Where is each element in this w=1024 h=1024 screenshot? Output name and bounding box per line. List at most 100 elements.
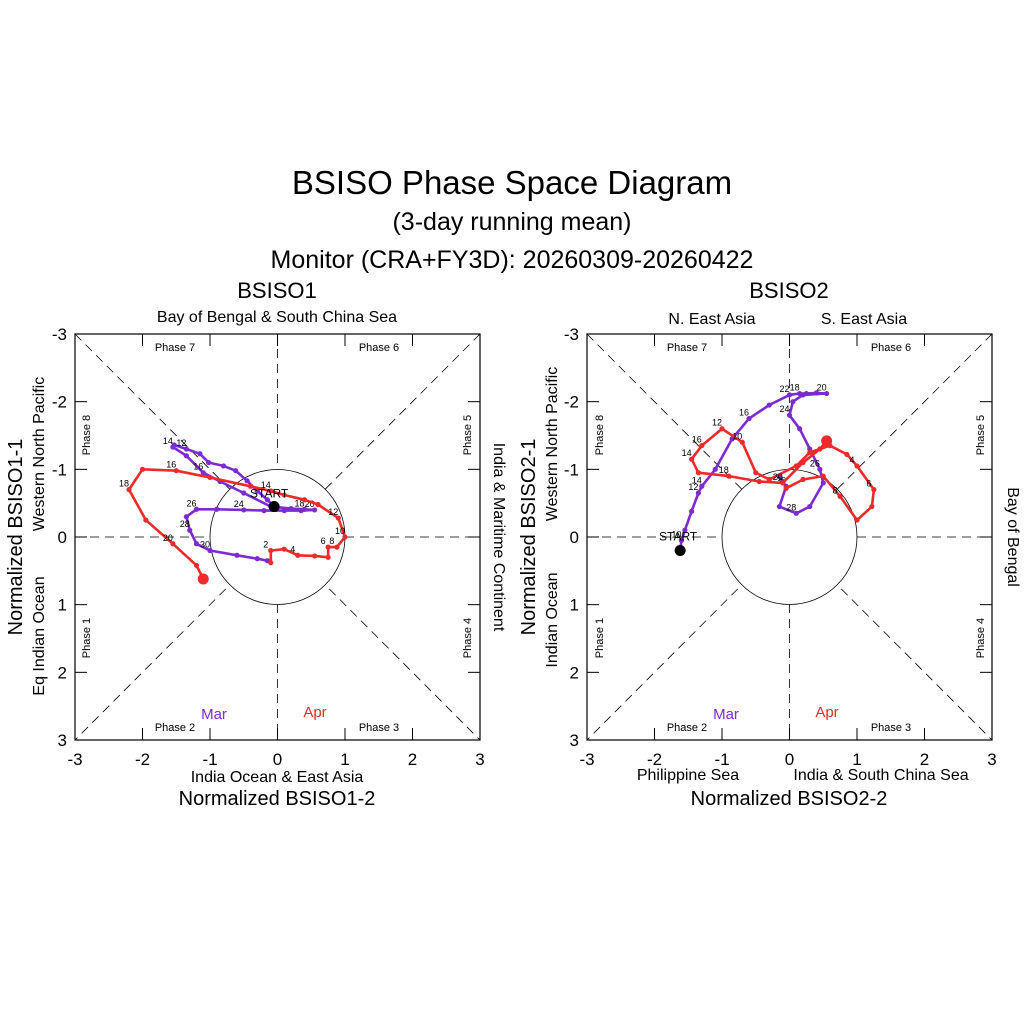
- panel1-point-mar: [254, 488, 260, 494]
- panel2-start-marker: [674, 545, 686, 557]
- panel2-day-label: 8: [833, 485, 838, 495]
- panel1-day-label: 28: [180, 519, 190, 529]
- panel2-point-mar: [695, 490, 701, 496]
- panel1-day-label: 2: [263, 540, 268, 550]
- panel2-region-bottom-right: India & South China Sea: [793, 767, 968, 784]
- panel1-point-apr: [312, 553, 318, 559]
- panel1-point-apr: [126, 487, 132, 493]
- panel1-day-label: 18: [294, 498, 304, 508]
- panel1-point-mar: [183, 446, 189, 452]
- panel2-xtick-label: 2: [920, 750, 929, 769]
- panel2-day-label: 20: [773, 472, 783, 482]
- panel2-ytick-label: -3: [564, 325, 579, 344]
- panel1-phase2-label: Phase 2: [155, 722, 195, 734]
- panel1-phase3-label: Phase 3: [359, 722, 399, 734]
- panel2-day-label: 18: [790, 383, 800, 393]
- panel2-point-apr: [800, 476, 806, 483]
- panel2-point-mar: [699, 483, 705, 489]
- panel1-ytick-label: -2: [52, 393, 67, 412]
- panel2-point-mar: [790, 399, 796, 405]
- panel2-point-apr: [756, 478, 762, 485]
- panel2-region-left2: Western North Pacific: [544, 367, 561, 521]
- panel1-point-apr: [143, 517, 149, 523]
- panel1-day-label: 6: [321, 536, 326, 546]
- panel1-ytick-label: 2: [58, 663, 67, 682]
- panel2-xlabel: Normalized BSISO2-2: [691, 788, 888, 810]
- panel1-day-label: 24: [234, 499, 244, 509]
- panel2-day-label: 6: [866, 479, 871, 489]
- panel1-phase1-label: Phase 1: [81, 618, 93, 658]
- panel2-day-label: 14: [682, 448, 692, 458]
- panel1-day-label: 4: [290, 544, 295, 554]
- bsiso2-panel: BSISO2 N. East Asia S. East Asia Philipp…: [518, 278, 1021, 810]
- panel1-phase8-label: Phase 8: [81, 415, 93, 455]
- panel1-point-apr: [315, 501, 321, 508]
- panel1-point-apr: [173, 468, 179, 474]
- panel2-point-apr: [871, 487, 877, 493]
- panel1-region-bottom: India Ocean & East Asia: [191, 769, 364, 786]
- panel1-day-label: 8: [329, 536, 334, 546]
- panel2-phase5-label: Phase 5: [975, 415, 987, 455]
- panel2-ytick-label: 2: [570, 663, 579, 682]
- panel1-xtick-label: 2: [408, 750, 417, 769]
- panel2-day-label: 22: [779, 384, 789, 394]
- panel2-point-apr: [793, 463, 799, 469]
- panel1-xtick-label: 0: [273, 750, 282, 769]
- panel1-day-label: 10: [335, 526, 345, 536]
- panel2-point-apr: [869, 503, 875, 510]
- panel2-day-label: 24: [779, 404, 789, 414]
- panel2-point-apr: [699, 443, 705, 449]
- panel1-phase6-label: Phase 6: [359, 342, 399, 354]
- panel2-end-marker: [821, 435, 833, 447]
- panel2-day-label: 10: [671, 529, 681, 539]
- panel2-point-apr: [719, 426, 725, 432]
- panel2-xtick-label: 3: [987, 750, 996, 769]
- panel2-month-apr: Apr: [815, 704, 838, 721]
- panel1-point-apr: [247, 483, 254, 489]
- panel1-day-label: 16: [166, 460, 176, 470]
- panel2-point-apr: [800, 459, 806, 466]
- panel2-point-apr: [695, 470, 701, 476]
- panel2-phase2-label: Phase 2: [667, 722, 707, 734]
- panel2-phase8-label: Phase 8: [594, 415, 606, 455]
- panel2-xtick-label: 1: [852, 750, 861, 769]
- panel2-xtick-label: -2: [647, 750, 662, 769]
- panel2-day-label: 4: [849, 455, 854, 465]
- panel1-point-mar: [254, 556, 260, 562]
- panel2-point-apr: [844, 451, 850, 458]
- panel1-xlabel: Normalized BSISO1-2: [179, 788, 376, 810]
- bsiso1-panel: BSISO1 Bay of Bengal & South China Sea I…: [5, 278, 507, 810]
- panel2-phase7-label: Phase 7: [667, 342, 707, 354]
- panel2-point-mar: [689, 508, 695, 514]
- panel1-point-apr: [268, 560, 274, 566]
- panel2-ytick-label: 3: [570, 731, 579, 750]
- panel1-point-mar: [312, 507, 318, 513]
- panel2-point-apr: [817, 446, 823, 452]
- panel2-phase1-label: Phase 1: [594, 618, 606, 658]
- panel2-region-left: Indian Ocean: [544, 572, 561, 667]
- panel2-phase-labels: Phase 7 Phase 6 Phase 2 Phase 3 Phase 8 …: [594, 342, 987, 734]
- panel2-point-apr: [753, 470, 759, 476]
- panel1-point-mar: [197, 451, 203, 457]
- panel1-start-label: START: [250, 487, 289, 501]
- panel1-ytick-label: -1: [52, 460, 67, 479]
- panel1-point-apr: [268, 488, 274, 494]
- panel1-day-label: 30: [200, 540, 210, 550]
- panel1-point-apr: [268, 547, 274, 554]
- panel1-point-apr: [281, 546, 287, 552]
- panel1-point-apr: [281, 492, 287, 498]
- panel2-day-label: 10: [732, 431, 742, 441]
- panel1-point-mar: [298, 508, 304, 514]
- panel2-point-apr: [854, 463, 860, 469]
- panel2-start-label: START: [659, 530, 698, 544]
- panel1-point-mar: [261, 508, 267, 514]
- panel2-day-label: 16: [692, 435, 702, 445]
- panel1-xtick-label: 3: [475, 750, 484, 769]
- panel1-point-mar: [234, 552, 240, 558]
- panel2-point-mar: [824, 390, 830, 397]
- panel1-day-label: 12: [328, 507, 338, 517]
- panel1-xtick-label: -2: [135, 750, 150, 769]
